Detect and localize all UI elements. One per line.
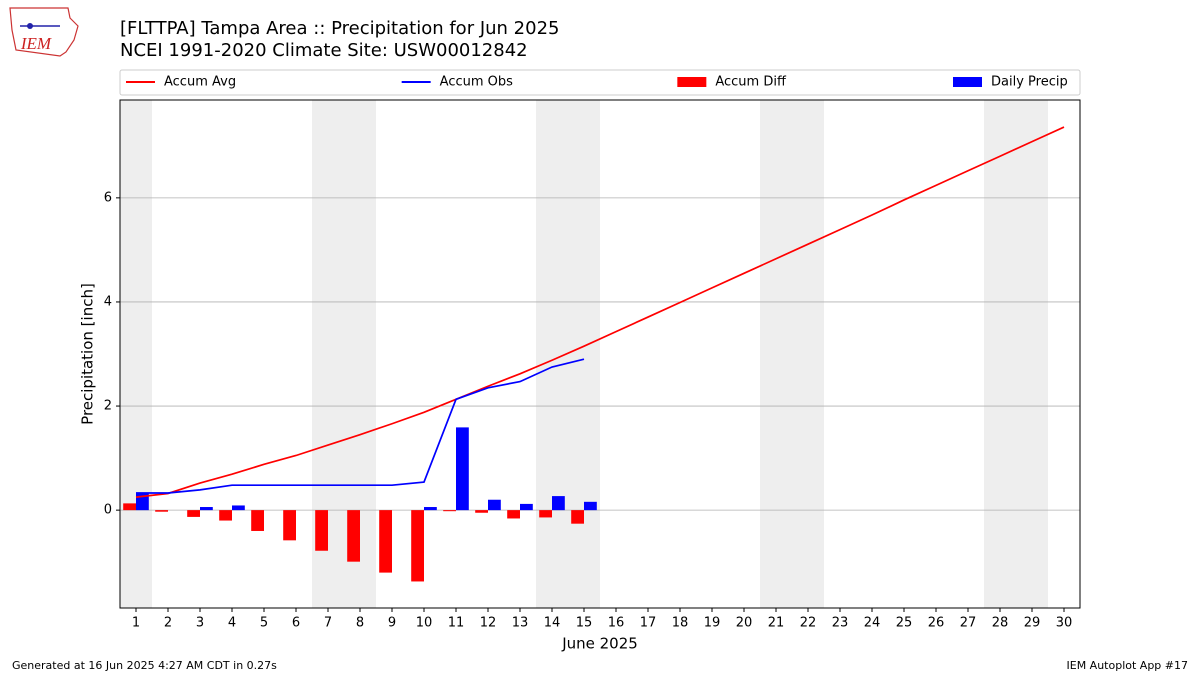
chart-subtitle: NCEI 1991-2020 Climate Site: USW00012842 [120, 40, 528, 61]
y-tick-label: 4 [104, 294, 112, 309]
x-tick-label: 8 [356, 616, 364, 631]
x-tick-label: 13 [512, 616, 529, 631]
logo-dot [27, 23, 33, 29]
legend-swatch [677, 77, 707, 87]
bar [347, 510, 360, 562]
footer-right: IEM Autoplot App #17 [1067, 659, 1189, 672]
bar [443, 510, 456, 512]
logo-outline [9, 7, 79, 57]
x-tick-label: 11 [448, 616, 465, 631]
y-axis-label: Precipitation [inch] [79, 283, 97, 425]
bar [456, 427, 469, 511]
bar [552, 496, 565, 511]
legend-label: Daily Precip [991, 75, 1068, 90]
bar [187, 510, 200, 517]
x-tick-label: 21 [768, 616, 785, 631]
x-tick-label: 16 [608, 616, 625, 631]
x-tick-label: 18 [672, 616, 689, 631]
bar [475, 510, 488, 513]
weekend-shade [984, 100, 1048, 608]
x-tick-label: 24 [864, 616, 881, 631]
footer-left: Generated at 16 Jun 2025 4:27 AM CDT in … [12, 659, 277, 672]
logo: IEM [9, 7, 79, 57]
bar [520, 503, 533, 511]
x-tick-label: 28 [992, 616, 1009, 631]
x-tick-label: 6 [292, 616, 300, 631]
line [135, 126, 1065, 498]
bar [200, 507, 213, 511]
plot-frame [119, 99, 1081, 609]
legend-label: Accum Diff [715, 75, 787, 90]
x-tick-label: 29 [1024, 616, 1041, 631]
x-axis-label: June 2025 [561, 635, 638, 653]
x-tick-label: 25 [896, 616, 913, 631]
x-tick-label: 22 [800, 616, 817, 631]
x-tick-label: 2 [164, 616, 172, 631]
bar [219, 510, 232, 521]
x-tick-label: 17 [640, 616, 657, 631]
y-tick-label: 0 [104, 503, 112, 518]
bar [155, 510, 168, 512]
logo-text: IEM [20, 34, 52, 53]
x-tick-label: 3 [196, 616, 204, 631]
bar [488, 499, 501, 511]
x-tick-label: 14 [544, 616, 561, 631]
x-tick-label: 15 [576, 616, 593, 631]
bar [251, 510, 264, 531]
line [136, 358, 585, 494]
legend-label: Accum Obs [440, 75, 513, 90]
x-tick-label: 10 [416, 616, 433, 631]
x-tick-label: 20 [736, 616, 753, 631]
bar [315, 510, 328, 551]
bar [411, 510, 424, 582]
weekend-shade [760, 100, 824, 608]
bar [539, 510, 552, 518]
bar [283, 510, 296, 541]
x-tick-label: 1 [132, 616, 140, 631]
legend-swatch [953, 77, 982, 87]
y-tick-label: 6 [104, 190, 112, 205]
bar [507, 510, 520, 519]
x-tick-label: 26 [928, 616, 945, 631]
x-tick-label: 19 [704, 616, 721, 631]
bar [232, 505, 245, 511]
bar [424, 507, 437, 511]
x-tick-label: 27 [960, 616, 977, 631]
bar [123, 503, 136, 511]
x-tick-label: 7 [324, 616, 332, 631]
legend-box [119, 69, 1081, 96]
legend-label: Accum Avg [164, 75, 236, 90]
x-tick-label: 4 [228, 616, 236, 631]
bar [379, 510, 392, 573]
x-tick-label: 12 [480, 616, 497, 631]
x-tick-label: 5 [260, 616, 268, 631]
weekend-shade [120, 100, 152, 608]
bar [571, 510, 584, 524]
x-tick-label: 23 [832, 616, 849, 631]
y-tick-label: 2 [104, 399, 112, 414]
x-tick-label: 30 [1056, 616, 1073, 631]
x-tick-label: 9 [388, 616, 396, 631]
chart-title: [FLTTPA] Tampa Area :: Precipitation for… [120, 18, 559, 39]
bar [584, 501, 597, 511]
